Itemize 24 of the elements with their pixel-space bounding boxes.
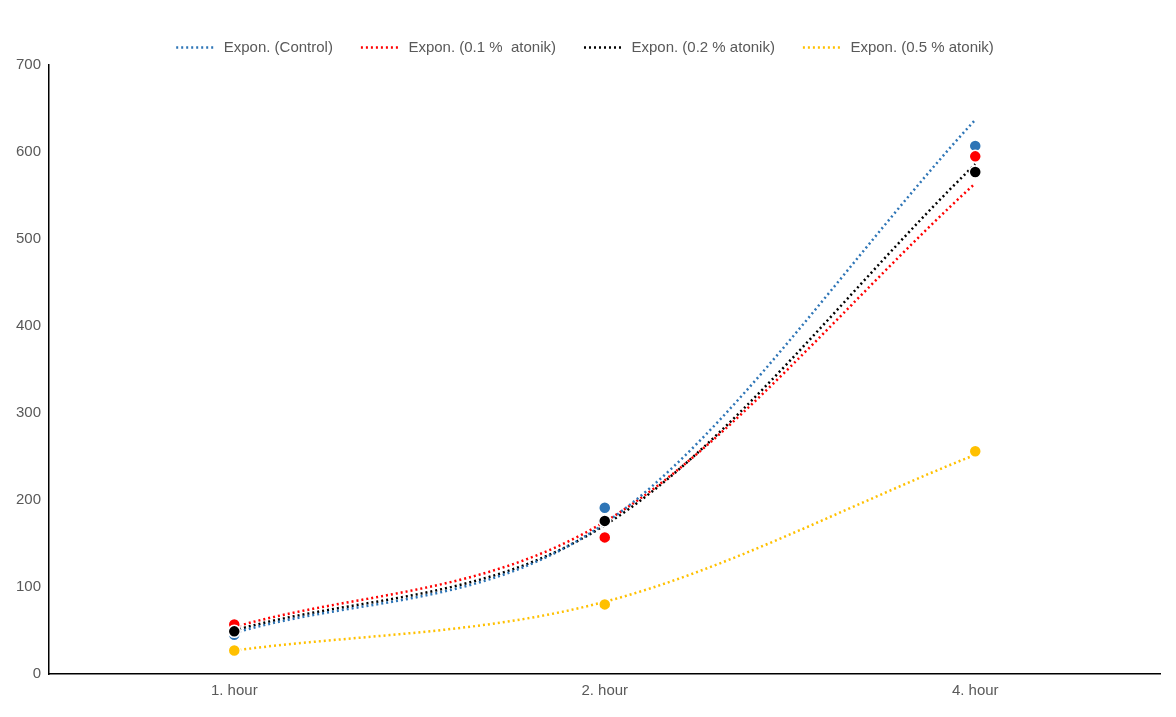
point: [227, 624, 242, 639]
y-tick-label: 400: [16, 316, 42, 334]
y-tick-label: 300: [16, 403, 42, 421]
x-tick-label: 2. hour: [581, 681, 629, 699]
legend-label: Expon. (0.1 % atonik): [408, 37, 556, 55]
x-tick-label: 1. hour: [210, 681, 258, 699]
y-tick-label: 200: [16, 490, 42, 508]
point: [227, 643, 242, 658]
y-tick-label: 600: [16, 142, 42, 160]
point: [598, 514, 612, 528]
legend-label: Expon. (Control): [223, 37, 333, 55]
y-tick-label: 0: [32, 664, 42, 682]
legend-label: Expon. (0.5 % atonik): [850, 37, 994, 55]
point: [968, 444, 982, 459]
y-tick-label: 500: [16, 229, 42, 247]
point: [598, 501, 612, 515]
y-tick-label: 700: [16, 55, 42, 73]
y-tick-label: 100: [16, 577, 42, 595]
point: [598, 597, 612, 612]
point: [598, 530, 612, 545]
legend-label: Expon. (0.2 % atonik): [631, 37, 775, 55]
point: [968, 165, 982, 179]
point: [968, 149, 982, 164]
x-tick-label: 4. hour: [951, 681, 999, 699]
